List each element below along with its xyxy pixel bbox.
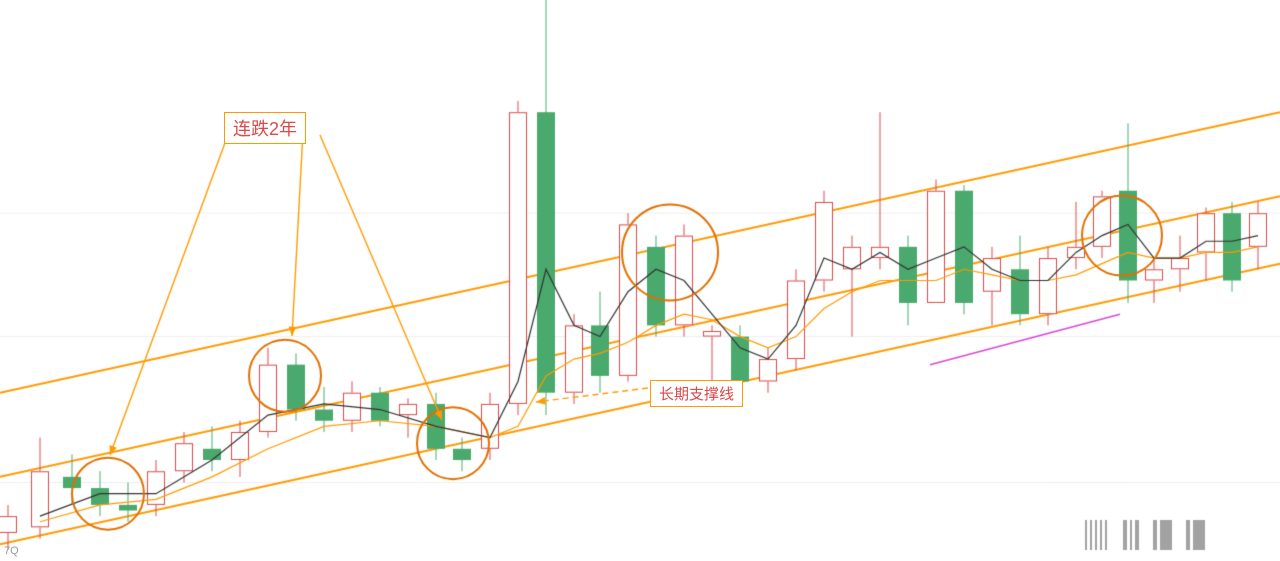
annotation-decline-2-years: 连跌2年: [224, 112, 306, 144]
annotation-support-line: 长期支撑线: [650, 380, 743, 407]
candlestick-chart: [0, 0, 1280, 561]
corner-label: 7Q: [4, 545, 19, 557]
